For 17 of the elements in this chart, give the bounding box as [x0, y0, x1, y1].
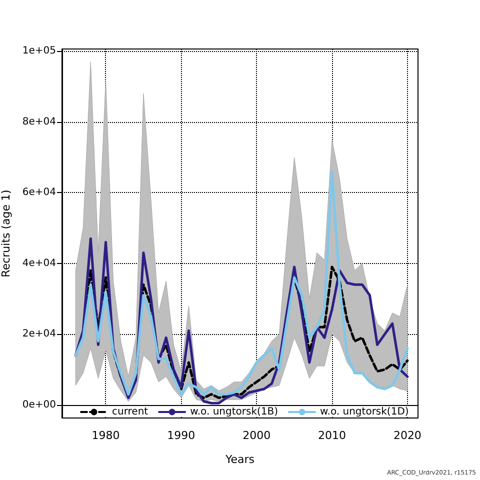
- y-tick-label: 4e+04: [22, 258, 56, 269]
- x-axis-title: Years: [224, 453, 255, 466]
- y-tick-label: 0e+00: [22, 399, 56, 410]
- y-tick-label: 6e+04: [22, 187, 56, 198]
- x-tick-label: 2000: [242, 429, 271, 442]
- x-tick-label: 2020: [393, 429, 422, 442]
- legend-label: current: [112, 406, 148, 418]
- y-axis-title: Recruits (age 1): [0, 190, 12, 278]
- y-tick-label: 8e+04: [22, 116, 56, 128]
- x-tick-label: 1980: [92, 429, 120, 442]
- legend-label: w.o. ungtorsk(1D): [320, 406, 409, 418]
- line-series: [74, 170, 409, 396]
- x-tick-label: 2010: [318, 429, 346, 442]
- y-tick-label: 1e+05: [22, 46, 56, 57]
- legend-label: w.o. ungtorsk(1B): [190, 406, 278, 418]
- y-tick-label: 2e+04: [22, 328, 56, 340]
- x-tick-label: 1990: [167, 429, 196, 442]
